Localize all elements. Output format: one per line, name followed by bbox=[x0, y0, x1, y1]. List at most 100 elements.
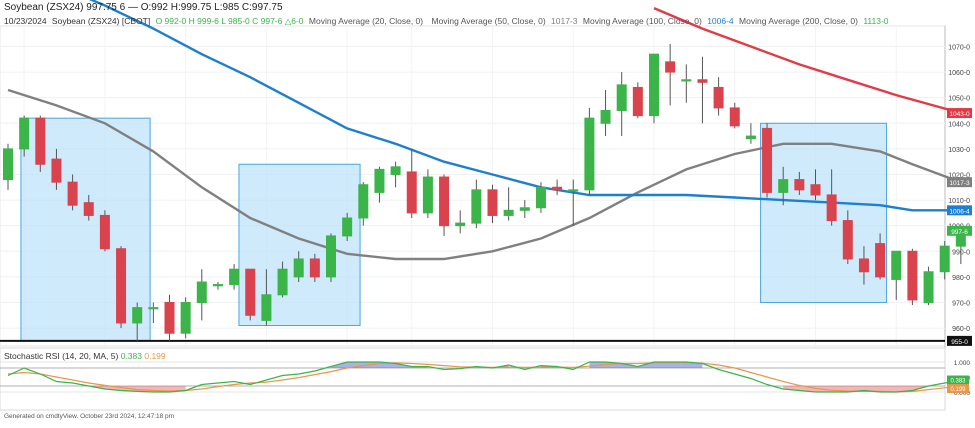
candle-body bbox=[229, 268, 240, 286]
chart-title: Soybean (ZSX24) 997.75 6 — O:992 H:999.7… bbox=[4, 2, 283, 13]
candle-body bbox=[665, 61, 676, 73]
candle-body bbox=[503, 209, 514, 216]
candle-body bbox=[519, 207, 530, 211]
candle-body bbox=[3, 148, 13, 181]
candle-body bbox=[83, 202, 94, 216]
candle-body bbox=[842, 220, 853, 260]
ma-price-label: 1043-0 bbox=[949, 111, 970, 118]
candle-body bbox=[245, 268, 256, 316]
candle-body bbox=[584, 117, 595, 191]
ma-price-label-box bbox=[947, 205, 972, 216]
candle-body bbox=[568, 189, 579, 192]
candle-body bbox=[455, 222, 466, 227]
candle-body bbox=[907, 250, 918, 301]
candle-body bbox=[552, 186, 563, 191]
candle-body bbox=[406, 171, 417, 214]
rsi-y-tick-label: 0.000 bbox=[954, 390, 971, 397]
candle-body bbox=[342, 217, 353, 237]
ma-price-label-box bbox=[947, 177, 972, 188]
candle-body bbox=[535, 186, 546, 209]
y-tick-label: 1070-0 bbox=[948, 44, 970, 51]
rsi-k-axis-label: 0.383 bbox=[950, 379, 966, 385]
y-tick-label: 1010-0 bbox=[948, 198, 970, 205]
candle-body bbox=[196, 281, 207, 303]
rsi-panel bbox=[0, 347, 946, 411]
candle-body bbox=[309, 258, 320, 278]
ma20-label: Moving Average (20, Close, 0) bbox=[308, 16, 424, 26]
indicator-header: 10/23/2024 Soybean (ZSX24) [CBOT] O 992-… bbox=[4, 16, 892, 27]
candle-body bbox=[826, 194, 837, 222]
candle-body bbox=[697, 79, 708, 83]
candle-body bbox=[600, 109, 611, 124]
y-tick-label: 960-0 bbox=[952, 326, 970, 333]
footer-note: Generated on cmdtyView. October 23rd 202… bbox=[4, 413, 175, 420]
highlight-box bbox=[760, 122, 888, 303]
y-tick-label: 980-0 bbox=[952, 275, 970, 282]
rsi-oversold-fill bbox=[783, 386, 929, 392]
candle-body bbox=[358, 184, 369, 219]
candle-body bbox=[713, 86, 724, 109]
y-tick-label: 1030-0 bbox=[948, 147, 970, 154]
ma100-value: 1006-4 bbox=[707, 16, 734, 26]
candle-body bbox=[326, 235, 336, 278]
ma-price-label: 1017-3 bbox=[949, 180, 970, 187]
y-tick-label: 1050-0 bbox=[948, 96, 970, 103]
moving-average-line bbox=[88, 0, 961, 212]
candle-body bbox=[132, 307, 143, 324]
ohlc-values: O 992-0 H 999-6 L 985-0 C 997-6 △6-0 bbox=[155, 16, 304, 26]
support-label-box bbox=[947, 335, 972, 346]
candle-body bbox=[794, 179, 805, 191]
rsi-header: Stochastic RSI (14, 20, MA, 5) 0.383 0.1… bbox=[4, 351, 166, 361]
candle-body bbox=[681, 79, 692, 82]
candle-body bbox=[19, 117, 30, 150]
candle-body bbox=[875, 243, 886, 278]
last-price-label: 997-6 bbox=[951, 229, 968, 236]
rsi-k-value: 0.383 bbox=[120, 351, 142, 361]
candle-body bbox=[745, 135, 756, 140]
candle-body bbox=[810, 184, 821, 196]
highlight-box bbox=[238, 163, 361, 327]
ma-price-label-box bbox=[947, 108, 972, 119]
ma50-label: Moving Average (50, Close, 0) bbox=[431, 16, 546, 26]
ma200-value: 1113-0 bbox=[863, 16, 889, 26]
moving-average-line bbox=[653, 6, 962, 115]
candle-body bbox=[649, 53, 659, 117]
chart-date: 10/23/2024 bbox=[4, 16, 47, 26]
candle-body bbox=[939, 245, 950, 273]
rsi-d-axis-label: 0.199 bbox=[950, 387, 966, 393]
last-price-label-box bbox=[947, 225, 972, 236]
rsi-label: Stochastic RSI (14, 20, MA, 5) bbox=[4, 351, 119, 361]
rsi-y-tick-label: 1.000 bbox=[954, 360, 971, 367]
candle-body bbox=[374, 168, 385, 193]
rsi-d-value: 0.199 bbox=[144, 351, 166, 361]
candle-body bbox=[35, 117, 46, 165]
ma-price-label: 1006-4 bbox=[949, 208, 970, 215]
candle-body bbox=[762, 127, 773, 193]
rsi-d-label-box bbox=[947, 384, 969, 394]
y-tick-label: 970-0 bbox=[952, 300, 970, 307]
y-tick-label: 1020-0 bbox=[948, 172, 970, 179]
candle-body bbox=[439, 176, 450, 227]
ma50-value: 1017-3 bbox=[551, 16, 578, 26]
candle-body bbox=[164, 301, 175, 334]
candle-body bbox=[180, 301, 191, 334]
chart-symbol: Soybean (ZSX24) [CBOT] bbox=[51, 16, 151, 26]
y-tick-label: 1040-0 bbox=[948, 121, 970, 128]
candle-body bbox=[277, 268, 288, 296]
candle-body bbox=[891, 250, 902, 280]
candle-body bbox=[422, 176, 433, 214]
candle-body bbox=[729, 107, 740, 127]
candle-body bbox=[390, 166, 401, 175]
y-tick-label: 1060-0 bbox=[948, 70, 970, 77]
support-label: 955-0 bbox=[951, 339, 968, 346]
highlight-box bbox=[20, 117, 151, 342]
candle-body bbox=[116, 248, 127, 324]
candle-body bbox=[632, 86, 643, 117]
rsi-k-label-box bbox=[947, 375, 969, 385]
ma100-label: Moving Average (100, Close, 0) bbox=[582, 16, 702, 26]
moving-average-line bbox=[7, 88, 962, 261]
candle-body bbox=[261, 294, 272, 321]
candle-body bbox=[923, 271, 934, 303]
